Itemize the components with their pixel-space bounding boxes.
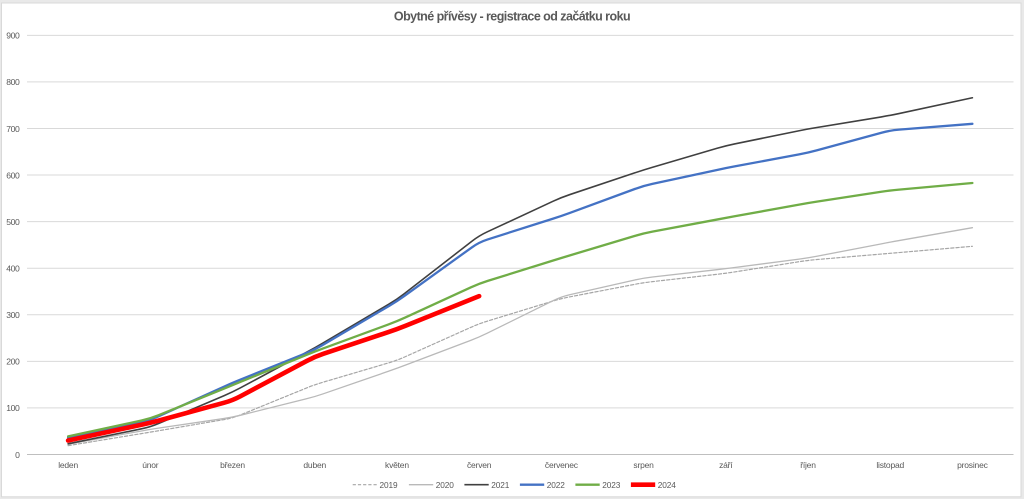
svg-text:200: 200 — [6, 357, 20, 367]
svg-text:červenec: červenec — [545, 460, 579, 470]
svg-text:listopad: listopad — [876, 460, 904, 470]
svg-text:400: 400 — [6, 264, 20, 274]
svg-text:červen: červen — [467, 460, 492, 470]
svg-text:březen: březen — [220, 460, 245, 470]
svg-text:leden: leden — [58, 460, 78, 470]
svg-text:září: září — [719, 460, 733, 470]
svg-text:2019: 2019 — [380, 480, 399, 490]
svg-text:900: 900 — [6, 31, 20, 41]
svg-text:Obytné přívěsy - registrace od: Obytné přívěsy - registrace od začátku r… — [394, 9, 630, 23]
svg-text:prosinec: prosinec — [957, 460, 988, 470]
svg-text:700: 700 — [6, 124, 20, 134]
svg-text:2023: 2023 — [602, 480, 621, 490]
svg-text:2024: 2024 — [658, 480, 677, 490]
svg-text:600: 600 — [6, 170, 20, 180]
svg-text:300: 300 — [6, 310, 20, 320]
svg-text:500: 500 — [6, 217, 20, 227]
svg-text:2020: 2020 — [436, 480, 455, 490]
svg-text:květen: květen — [385, 460, 409, 470]
svg-text:srpen: srpen — [633, 460, 654, 470]
svg-text:říjen: říjen — [800, 460, 816, 470]
svg-text:duben: duben — [303, 460, 326, 470]
svg-text:0: 0 — [15, 450, 20, 460]
svg-text:2021: 2021 — [491, 480, 510, 490]
svg-text:únor: únor — [142, 460, 159, 470]
svg-text:800: 800 — [6, 77, 20, 87]
svg-text:2022: 2022 — [547, 480, 566, 490]
svg-text:100: 100 — [6, 403, 20, 413]
